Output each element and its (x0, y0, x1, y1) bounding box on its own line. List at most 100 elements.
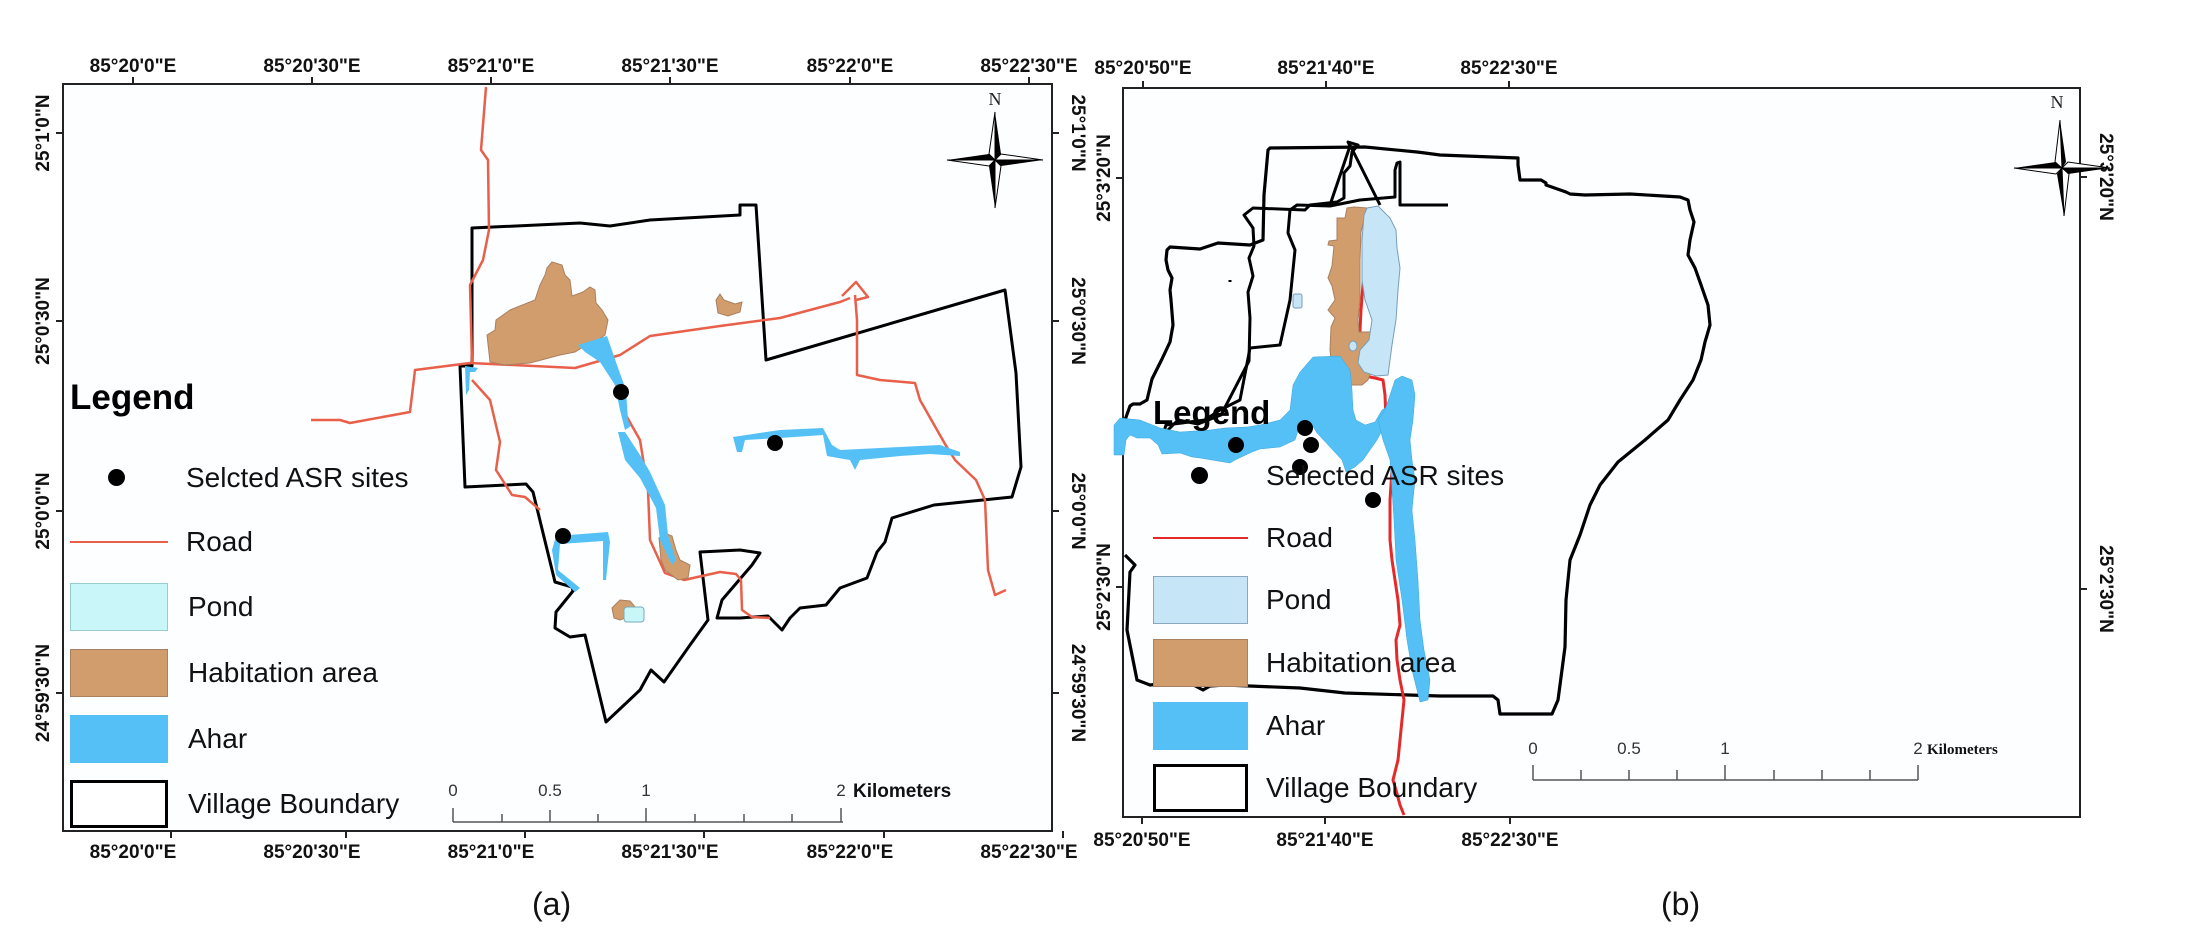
scale-unit: Kilometers (853, 781, 951, 802)
map-a-top-lon-2: 85°20'30"E (263, 56, 360, 77)
map-a-bottom-lon-5: 85°22'0"E (807, 842, 894, 863)
map-a-scale-bar: 0 0.5 1 2 Kilometers (448, 781, 951, 823)
map-b-village-boundary-outline (1156, 140, 1382, 442)
legend-label: Selected ASR sites (1266, 460, 1505, 491)
map-a-top-lon-6: 85°22'30"E (980, 56, 1077, 77)
map-b-left-lat-2: 25°2'30"N (1094, 543, 1115, 631)
legend-label: Ahar (1266, 710, 1326, 741)
map-b-bottom-lon-2: 85°21'40"E (1276, 830, 1373, 851)
habitation-swatch-icon (1153, 639, 1251, 687)
map-b-legend: Legend Selected ASR sites Road Pond Habi… (1153, 394, 1553, 824)
asr-site-marker[interactable] (1228, 437, 1244, 453)
map-a-right-lat-4: 24°59'30"N (1067, 644, 1088, 742)
map-b-top-lon-2: 85°21'40"E (1277, 58, 1374, 79)
scale-tick-1: 1 (641, 781, 650, 800)
scale-tick-1: 1 (1720, 739, 1729, 758)
legend-title: Legend (1153, 394, 1271, 431)
scale-tick-2: 2 (1913, 739, 1922, 758)
legend-label: Habitation area (188, 657, 378, 688)
map-a-village-boundary (458, 203, 1023, 724)
map-b-canvas: 85°20'50"E 85°21'40"E 85°22'30"E 85°20'5… (1093, 58, 2116, 851)
map-a-left-lat-3: 25°0'0"N (33, 472, 54, 549)
map-a-bottom-lon-3: 85°21'0"E (448, 842, 535, 863)
asr-site-marker[interactable] (613, 384, 629, 400)
road-line-icon (1153, 514, 1251, 562)
map-b-ahar (1113, 355, 1431, 703)
scale-tick-2: 2 (836, 781, 845, 800)
map-b-bottom-lon-1: 85°20'50"E (1093, 830, 1190, 851)
asr-site-marker[interactable] (555, 528, 571, 544)
asr-site-marker[interactable] (1365, 492, 1381, 508)
map-a-bottom-lon-6: 85°22'30"E (980, 842, 1077, 863)
map-b-top-lon-1: 85°20'50"E (1094, 58, 1191, 79)
map-a-left-lat-1: 25°1'0"N (33, 94, 54, 171)
asr-site-marker[interactable] (1292, 459, 1308, 475)
scale-tick-0-5: 0.5 (538, 781, 562, 800)
legend-label: Pond (188, 591, 254, 622)
map-a-legend: Legend Selcted ASR sites Road Pond Habit… (70, 378, 470, 828)
pond-swatch-icon (1153, 576, 1251, 624)
north-label: N (989, 89, 1002, 109)
boundary-outline-icon (70, 780, 168, 828)
map-b-scale-bar (1532, 765, 1919, 781)
habitation-swatch-icon (70, 649, 168, 697)
legend-label: Road (1266, 522, 1333, 553)
map-b-pond-tiny (1348, 340, 1358, 352)
legend-title: Legend (70, 378, 195, 417)
map-a-top-lon-1: 85°20'0"E (90, 56, 177, 77)
map-panel-a: 85°20'0"E 85°20'30"E 85°21'0"E 85°21'30"… (33, 56, 1088, 922)
map-panel-b: 85°20'50"E 85°21'40"E 85°22'30"E 85°20'5… (1093, 0, 2197, 939)
map-a-left-lat-2: 25°0'30"N (33, 277, 54, 365)
map-a-top-lon-4: 85°21'30"E (621, 56, 718, 77)
map-a-left-lat-4: 24°59'30"N (33, 644, 54, 742)
map-a-right-lat-1: 25°1'0"N (1067, 94, 1088, 171)
map-a-ahar (465, 336, 960, 592)
map-b-pond-small (1292, 293, 1303, 309)
panel-b-caption: (b) (1661, 886, 1701, 922)
map-a-bottom-lon-2: 85°20'30"E (263, 842, 360, 863)
dot-symbol-icon (70, 454, 168, 502)
legend-label: Village Boundary (1266, 772, 1478, 803)
scale-tick-0: 0 (1528, 739, 1537, 758)
map-b-right-lat-2: 25°2'30"N (2095, 545, 2116, 633)
map-a-canvas: 85°20'0"E 85°20'30"E 85°21'0"E 85°21'30"… (33, 56, 1088, 863)
legend-label: Ahar (188, 723, 248, 754)
pond-swatch-icon (70, 583, 168, 631)
map-b-ticks (1116, 81, 2087, 824)
map-b-pond (1357, 205, 1401, 377)
map-b-village-boundary (1160, 160, 1448, 439)
map-a-asr-sites (555, 384, 783, 544)
compass-rose-icon: N (946, 89, 1044, 209)
map-a-frame (62, 83, 1053, 832)
scale-unit: Kilometers (1927, 742, 1998, 758)
map-a-bottom-lon-4: 85°21'30"E (621, 842, 718, 863)
map-a-right-lat-2: 25°0'30"N (1067, 277, 1088, 365)
map-a-top-ticks (56, 77, 1064, 838)
asr-site-marker[interactable] (767, 435, 783, 451)
north-label: N (2051, 92, 2064, 112)
legend-label: Habitation area (1266, 647, 1456, 678)
dot-symbol-icon (1153, 452, 1251, 500)
compass-rose-icon: N (2013, 92, 2111, 217)
asr-site-marker[interactable] (1297, 420, 1313, 436)
asr-site-marker[interactable] (1303, 437, 1319, 453)
legend-label: Road (186, 526, 253, 557)
boundary-outline-icon (1153, 764, 1251, 812)
legend-label: Village Boundary (188, 788, 400, 819)
legend-label: Pond (1266, 584, 1332, 615)
scale-tick-0: 0 (448, 781, 457, 800)
legend-label: Selcted ASR sites (186, 462, 409, 493)
map-b-asr-sites (1303, 437, 1319, 453)
ahar-swatch-icon (1153, 702, 1251, 750)
map-a-pond (623, 606, 645, 623)
map-b-top-lon-3: 85°22'30"E (1460, 58, 1557, 79)
map-b-right-lat-1: 25°3'20"N (2095, 133, 2116, 221)
scale-tick-0-5: 0.5 (1617, 739, 1641, 758)
panel-a-caption: (a) (532, 886, 572, 922)
map-b-asr-sites-2 (1228, 420, 1381, 508)
map-b-bottom-lon-3: 85°22'30"E (1461, 830, 1558, 851)
map-a-right-lat-3: 25°0'0"N (1067, 472, 1088, 549)
ahar-swatch-icon (70, 715, 168, 763)
map-a-bottom-lon-1: 85°20'0"E (90, 842, 177, 863)
map-b-left-lat-1: 25°3'20"N (1094, 134, 1115, 222)
